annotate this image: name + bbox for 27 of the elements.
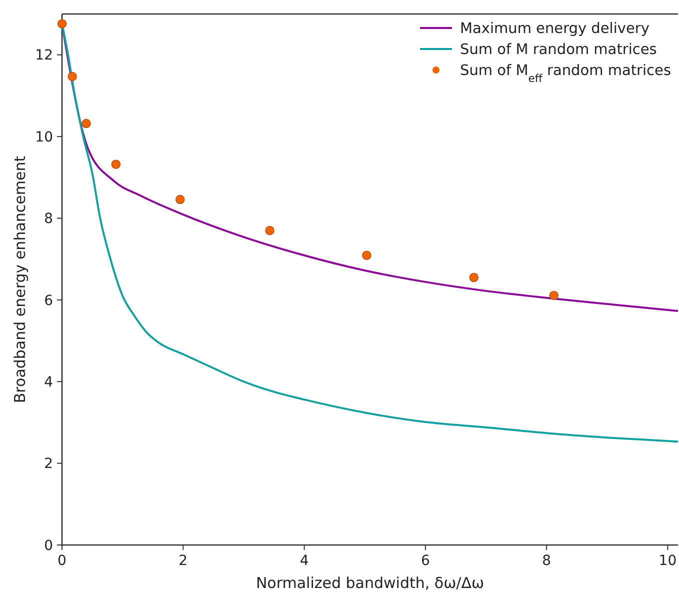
y-axis-title: Broadband energy enhancement — [11, 156, 29, 404]
y-tick-label: 0 — [44, 538, 53, 554]
point — [68, 72, 77, 82]
x-tick-label: 6 — [420, 553, 430, 569]
point — [176, 194, 185, 204]
y-tick-label: 6 — [44, 292, 54, 309]
legend-label: Maximum energy delivery — [460, 21, 650, 38]
point — [469, 272, 478, 282]
x-axis-title: Normalized bandwidth, δω/Δω — [256, 574, 484, 592]
x-tick-label: 10 — [658, 553, 677, 569]
x-tick-label: 2 — [178, 553, 188, 569]
y-tick-label: 8 — [44, 211, 53, 228]
point — [82, 118, 91, 128]
x-tick-label: 4 — [300, 553, 309, 569]
y-tick-label: 10 — [35, 129, 53, 146]
legend-label: Sum of M random matrices — [460, 42, 657, 58]
x-tick-label: 0 — [58, 553, 66, 569]
legend-label: Sum of M$_{eff}$ random matrices — [460, 63, 671, 85]
point — [549, 290, 558, 300]
y-tick-label: 2 — [44, 456, 53, 472]
y-tick-label: 12 — [35, 48, 53, 64]
point — [265, 226, 274, 236]
y-tick-label: 4 — [44, 374, 54, 391]
point — [111, 160, 121, 169]
point — [57, 19, 67, 28]
point — [362, 250, 372, 260]
x-tick-label: 8 — [542, 553, 552, 569]
